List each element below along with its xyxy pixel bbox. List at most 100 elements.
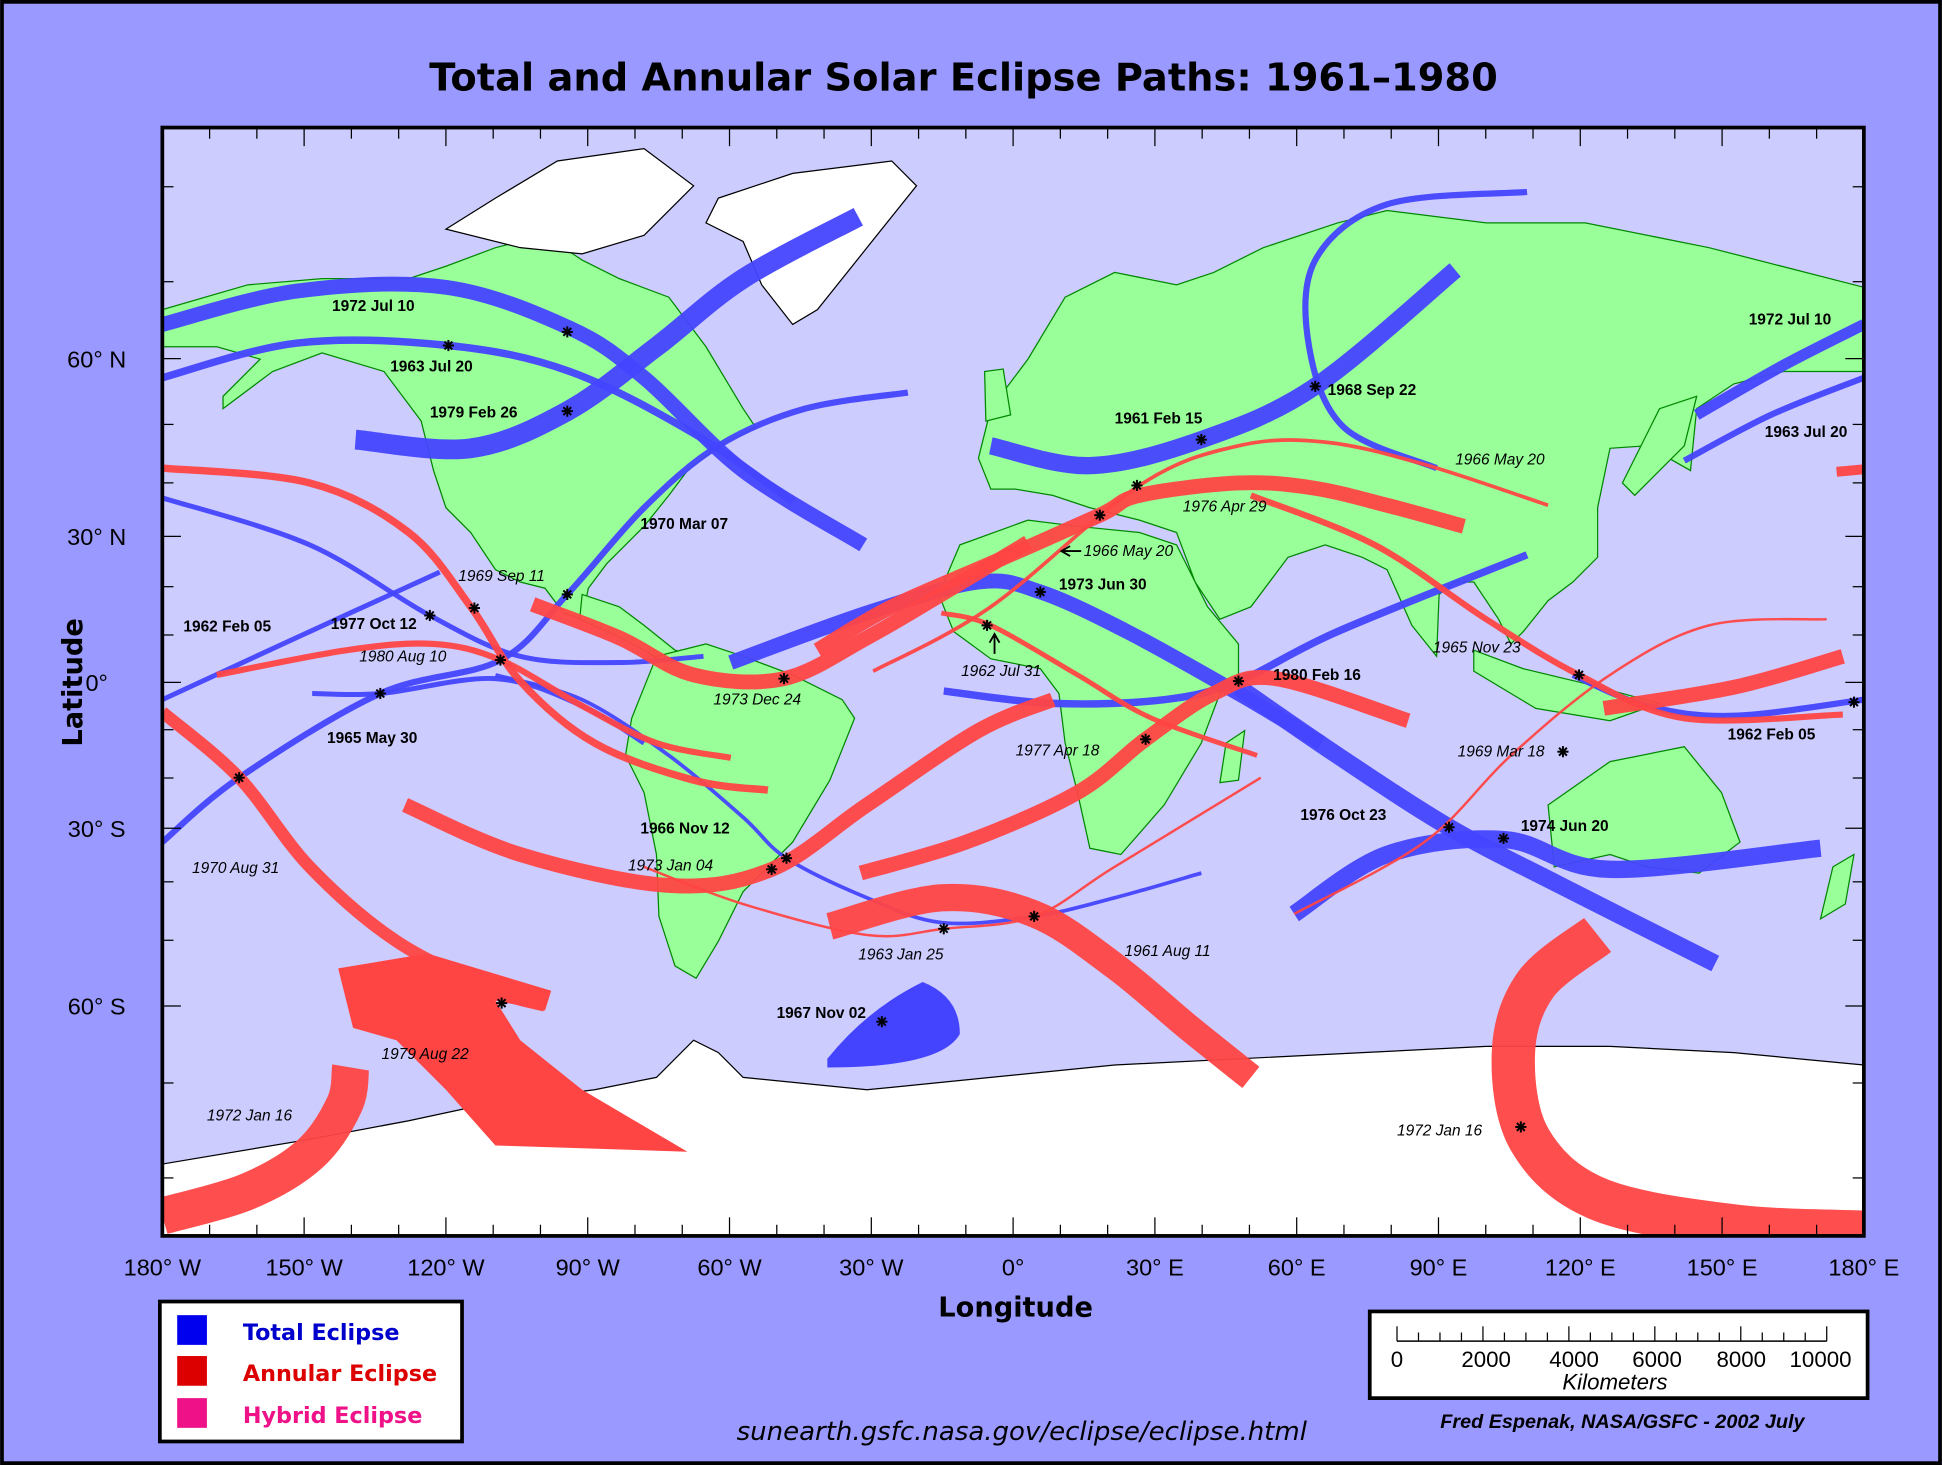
distance-scale-bar: 0 2000 4000 6000 8000 10000 Kilometers <box>1367 1309 1870 1400</box>
path-1974-jun-20 <box>1289 830 1822 922</box>
greatest-eclipse-star-icon <box>1848 696 1860 708</box>
x-axis-title: Longitude <box>938 1292 1093 1323</box>
greatest-eclipse-star-icon <box>1443 821 1455 833</box>
africa <box>938 519 1240 856</box>
path-1967-nov-02 <box>827 982 960 1068</box>
landmasses <box>162 147 1864 1236</box>
path-1970-mar-07 <box>162 389 909 845</box>
greatest-eclipse-star-icon <box>1232 675 1245 687</box>
path-1976-oct-23 <box>1233 680 1720 972</box>
path-1966-may-20 <box>872 438 1549 673</box>
eclipse-date-label: 1963 Jan 25 <box>858 947 944 964</box>
path-1973-jan-04 <box>402 692 1056 894</box>
greatest-eclipse-star-icon <box>876 1016 888 1028</box>
map-panel: 1972 Jul 10 1963 Jul 20 1979 Feb 26 1970 Ma… <box>160 125 1866 1238</box>
greatest-eclipse-star-icon <box>468 602 480 614</box>
eclipse-date-label: 1973 Dec 24 <box>713 692 801 709</box>
greatest-eclipse-star-icon <box>233 772 245 784</box>
scale-tick-0: 0 <box>1391 1347 1403 1372</box>
eclipse-date-label: 1976 Apr 29 <box>1183 498 1267 515</box>
longitude-tick-label: 120° E <box>1545 1255 1616 1281</box>
new-zealand <box>1819 853 1855 921</box>
eclipse-date-label: 1980 Feb 16 <box>1273 667 1361 684</box>
eclipse-date-label: 1963 Jul 20 <box>390 359 473 376</box>
source-url[interactable]: sunearth.gsfc.nasa.gov/eclipse/eclipse.h… <box>737 1417 1308 1447</box>
path-1976-apr-29 <box>813 475 1466 657</box>
longitude-tick-label: 30° E <box>1126 1255 1184 1281</box>
greatest-eclipse-star-icon <box>561 405 573 417</box>
eclipse-date-label: 1967 Nov 02 <box>777 1005 866 1022</box>
eclipse-paths <box>162 188 1864 1236</box>
greatest-eclipse-star-icon <box>1573 669 1585 681</box>
path-1979-feb-26 <box>354 207 863 460</box>
legend-label-annular: Annular Eclipse <box>243 1361 437 1387</box>
longitude-tick-label: 150° W <box>265 1255 343 1281</box>
greatest-eclipse-star-icon <box>494 654 506 666</box>
path-1966-nov-12 <box>494 673 1202 926</box>
greatest-eclipse-markers <box>233 326 1860 1133</box>
path-1961-aug-11 <box>826 883 1260 1089</box>
scale-tick-6000: 6000 <box>1632 1347 1682 1372</box>
latitude-tick-label: 60° S <box>68 994 126 1020</box>
path-1977-oct-12 <box>162 495 704 666</box>
longitude-tick-label: 90° W <box>556 1255 621 1281</box>
greatest-eclipse-star-icon <box>1140 733 1152 745</box>
path-1972-jul-10-east <box>1693 319 1864 420</box>
longitude-tick-label: 120° W <box>407 1255 485 1281</box>
eclipse-date-label: 1973 Jan 04 <box>628 858 714 875</box>
eclipse-date-label: 1973 Jun 30 <box>1059 576 1147 593</box>
y-axis-title: Latitude <box>58 618 89 746</box>
greatest-eclipse-star-icon <box>1195 434 1207 446</box>
path-1965-nov-23 <box>1249 492 1843 724</box>
greatest-eclipse-star-icon <box>561 588 573 600</box>
path-1972-jan-16-west <box>162 1064 370 1234</box>
eclipse-date-label: 1974 Jun 20 <box>1521 818 1609 835</box>
arctic-islands <box>444 147 695 255</box>
greatest-eclipse-star-icon <box>1309 380 1321 392</box>
eclipse-date-label: 1968 Sep 22 <box>1328 382 1417 399</box>
legend-label-hybrid: Hybrid Eclipse <box>243 1403 422 1429</box>
longitude-tick-label: 150° E <box>1687 1255 1758 1281</box>
latitude-tick-label: 30° N <box>67 524 126 550</box>
eclipse-date-label: 1966 May 20 <box>1455 451 1545 468</box>
eclipse-date-label: 1962 Feb 05 <box>183 619 271 636</box>
latitude-tick-label: 0° <box>85 670 107 696</box>
eclipse-date-label: 1970 Mar 07 <box>640 516 728 533</box>
path-1979-aug-22 <box>338 953 688 1152</box>
eclipse-date-label: 1966 Nov 12 <box>640 820 729 837</box>
legend-swatch-hybrid <box>177 1398 207 1428</box>
path-1972-jul-10 <box>162 276 868 552</box>
arrow-icon <box>988 632 1001 654</box>
greatest-eclipse-star-icon <box>778 673 790 685</box>
eclipse-date-label: 1972 Jul 10 <box>1749 311 1832 328</box>
legend-label-total: Total Eclipse <box>243 1320 400 1346</box>
greatest-eclipse-star-icon <box>1094 509 1106 521</box>
eclipse-date-label: 1977 Oct 12 <box>331 616 417 633</box>
eclipse-date-label: 1980 Aug 10 <box>359 648 447 665</box>
longitude-tick-labels: 180° W 150° W 120° W 90° W 60° W 30° W 0° 30° E… <box>124 1255 1900 1281</box>
latitude-tick-label: 30° S <box>68 816 126 842</box>
path-1961-feb-15 <box>988 263 1461 475</box>
path-1968-sep-22 <box>1302 188 1528 471</box>
eclipse-date-label: 1969 Mar 18 <box>1458 744 1545 761</box>
latitude-tick-label: 60° N <box>67 346 126 372</box>
eclipse-date-label: 1972 Jan 16 <box>207 1108 293 1125</box>
path-1963-jul-20-east <box>1682 374 1864 464</box>
greatest-eclipse-star-icon <box>1131 479 1143 492</box>
eclipse-date-label: 1972 Jan 16 <box>1397 1123 1483 1140</box>
greatest-eclipse-star-icon <box>1028 910 1040 922</box>
eclipse-labels: 1972 Jul 10 1963 Jul 20 1979 Feb 26 1970 Ma… <box>183 298 1847 1140</box>
eclipse-date-label: 1962 Jul 31 <box>961 663 1041 680</box>
scale-tick-8000: 8000 <box>1716 1347 1766 1372</box>
latitude-tick-labels: 60° N 30° N 0° 30° S 60° S <box>67 346 126 1019</box>
page-title: Total and Annular Solar Eclipse Paths: 1… <box>429 55 1498 100</box>
path-1969-sep-11 <box>162 464 769 794</box>
eclipse-date-label: 1961 Aug 11 <box>1125 943 1211 960</box>
arrow-icon <box>1059 545 1082 557</box>
eclipse-date-label: 1963 Jul 20 <box>1765 424 1848 441</box>
greatest-eclipse-star-icon <box>938 923 950 935</box>
scale-tick-2000: 2000 <box>1461 1347 1511 1372</box>
greatest-eclipse-star-icon <box>561 326 573 338</box>
map-frame <box>160 125 1866 1238</box>
